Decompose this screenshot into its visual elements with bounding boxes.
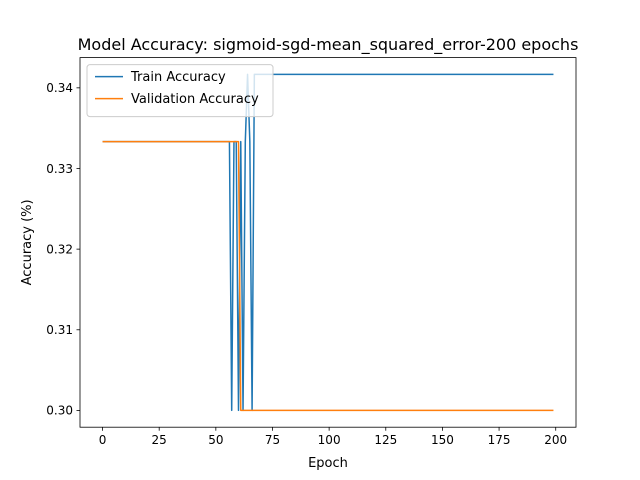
x-tick-label: 175 <box>488 433 511 447</box>
y-axis-ticks: 0.30 0.31 0.32 0.33 0.34 <box>46 81 80 418</box>
legend-box <box>86 64 274 118</box>
x-tick-label: 200 <box>544 433 567 447</box>
y-tick-label: 0.32 <box>46 242 73 256</box>
x-tick-label: 25 <box>152 433 167 447</box>
x-axis-ticks: 0 25 50 75 100 125 150 175 200 <box>99 427 567 447</box>
y-tick-label: 0.30 <box>46 404 73 418</box>
x-tick-label: 125 <box>374 433 397 447</box>
plot-frame <box>79 57 577 428</box>
plot-lines <box>102 73 554 412</box>
legend-label-2: Validation Accuracy <box>131 92 259 107</box>
x-tick-label: 0 <box>99 433 107 447</box>
y-tick-label: 0.34 <box>46 81 73 95</box>
y-tick-label: 0.31 <box>46 323 73 337</box>
y-tick-label: 0.33 <box>46 162 73 176</box>
legend-label-1: Train Accuracy <box>130 70 226 85</box>
series-line-1 <box>102 73 554 412</box>
x-axis-label: Epoch <box>308 456 348 471</box>
x-tick-label: 100 <box>318 433 341 447</box>
legend: Train Accuracy Validation Accuracy <box>86 64 274 118</box>
chart-title: Model Accuracy: sigmoid-sgd-mean_squared… <box>78 35 579 55</box>
x-tick-label: 50 <box>208 433 223 447</box>
x-tick-label: 75 <box>265 433 280 447</box>
y-axis-label: Accuracy (%) <box>20 199 35 285</box>
x-tick-label: 150 <box>431 433 454 447</box>
series-line-2 <box>102 140 554 412</box>
